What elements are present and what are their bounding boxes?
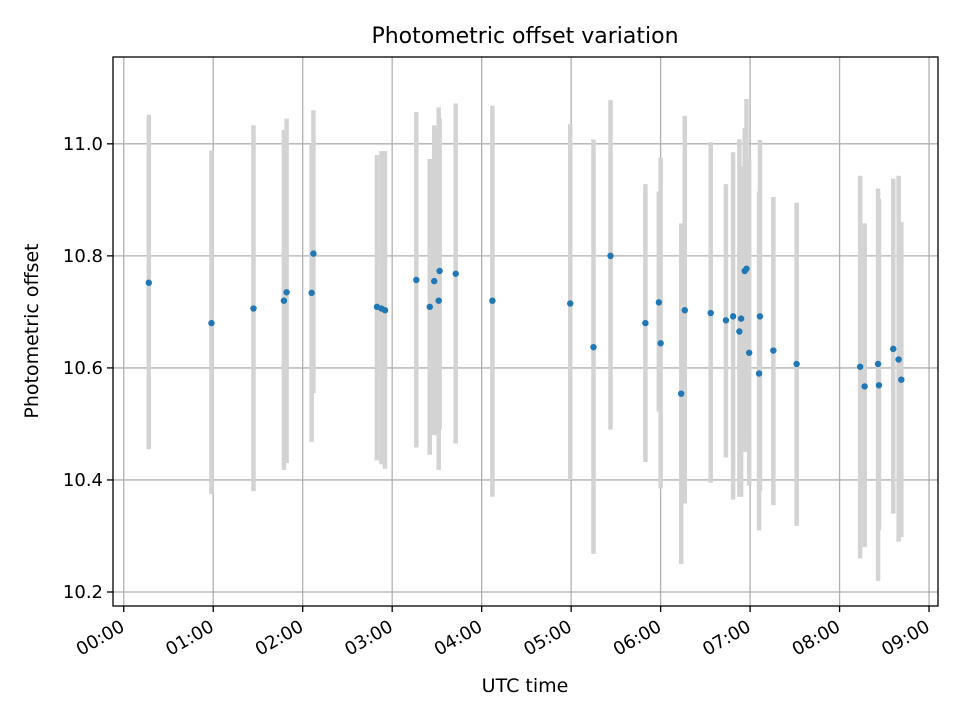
data-point <box>677 390 685 397</box>
y-tick-label: 10.6 <box>63 358 103 379</box>
data-point <box>310 250 317 257</box>
chart-title: Photometric offset variation <box>371 24 678 49</box>
x-axis-label: UTC time <box>482 675 569 697</box>
data-point <box>590 343 597 351</box>
data-point <box>895 356 902 363</box>
y-axis: 10.2 10.4 10.6 10.8 11.0 <box>63 134 113 603</box>
data-point <box>431 277 438 285</box>
data-point <box>745 349 753 356</box>
data-point <box>413 276 420 284</box>
data-point <box>145 279 152 286</box>
data-point <box>489 297 496 304</box>
data-point <box>283 289 290 296</box>
data-point <box>435 297 442 304</box>
data-point <box>657 340 664 347</box>
plot-frame <box>112 56 939 607</box>
data-point <box>875 382 883 389</box>
data-point <box>607 252 614 260</box>
y-tick-label: 10.8 <box>63 246 103 267</box>
data-point <box>755 370 763 377</box>
data-point <box>642 319 649 327</box>
data-point <box>722 317 730 324</box>
data-point <box>280 297 288 304</box>
data-point <box>308 289 315 297</box>
data-point <box>756 313 764 320</box>
data-point <box>729 313 737 320</box>
data-point <box>743 265 750 272</box>
data-point <box>793 360 800 368</box>
data-point <box>452 270 459 277</box>
y-tick-label: 10.2 <box>63 582 103 603</box>
data-point <box>890 345 897 353</box>
data-point <box>381 307 389 314</box>
data-point <box>737 315 745 322</box>
data-point <box>681 307 688 314</box>
y-axis-label: Photometric offset <box>21 243 43 418</box>
data-point <box>856 363 864 370</box>
data-point <box>707 309 714 317</box>
data-point <box>861 383 868 390</box>
data-point <box>208 319 215 327</box>
data-point <box>874 360 882 368</box>
data-point <box>567 300 574 307</box>
data-points <box>145 250 905 397</box>
data-point <box>250 305 257 312</box>
data-point <box>736 328 743 335</box>
data-point <box>655 299 663 306</box>
data-point <box>898 376 905 383</box>
data-point <box>436 267 443 275</box>
data-point <box>426 303 433 311</box>
data-point <box>770 347 777 354</box>
y-tick-label: 10.4 <box>63 470 103 491</box>
y-tick-label: 11.0 <box>63 134 103 155</box>
